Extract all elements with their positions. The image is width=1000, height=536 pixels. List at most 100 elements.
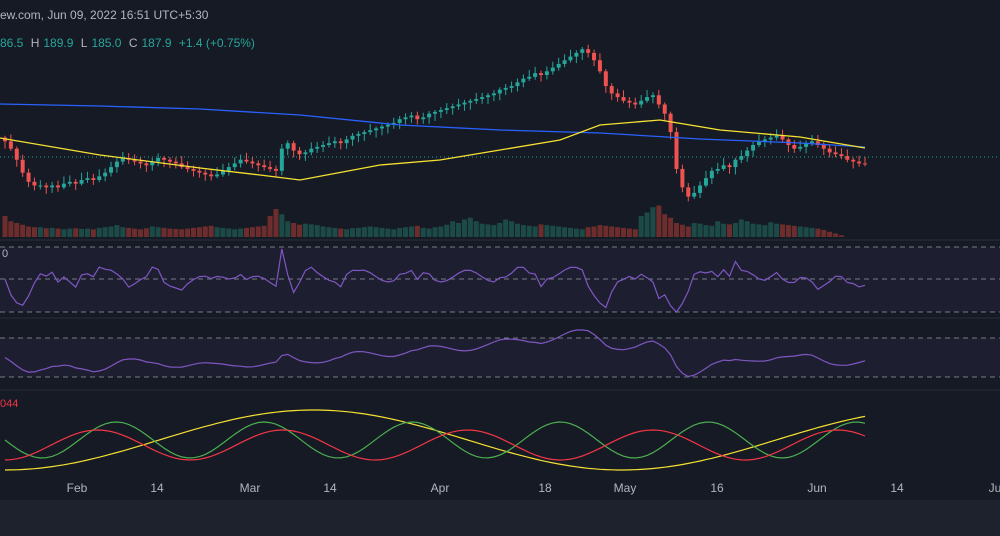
candle-body: [144, 163, 149, 166]
candle-body: [173, 161, 178, 164]
x-tick-label: Jun: [807, 481, 826, 495]
candle-body: [67, 181, 72, 184]
volume-bar: [756, 224, 762, 237]
volume-bar: [132, 228, 138, 237]
volume-bar: [709, 225, 715, 237]
rsi-line: [4, 248, 866, 313]
candle-body: [609, 86, 614, 94]
volume-bar: [238, 228, 244, 237]
candle-body: [633, 102, 638, 105]
candle-body: [768, 137, 773, 140]
candle-body: [751, 145, 756, 151]
candle-body: [562, 60, 567, 64]
volume-bar: [397, 227, 403, 237]
candle-body: [150, 161, 155, 166]
candle-body: [662, 104, 667, 114]
volume-bar: [408, 226, 414, 237]
candle-body: [509, 86, 514, 88]
candle-body: [603, 71, 608, 87]
ohlc-legend: 86.5 H 189.9 L 185.0 C 187.9 +1.4 (+0.75%): [0, 36, 259, 50]
candle-body: [851, 159, 856, 162]
candle-body: [350, 135, 355, 140]
candle-body: [745, 150, 750, 157]
candle-body: [362, 132, 367, 134]
candle-body: [686, 187, 691, 197]
volume-bar: [232, 229, 238, 237]
volume-bar: [14, 223, 20, 237]
candle-body: [120, 157, 125, 162]
close-value: 187.9: [141, 36, 172, 50]
volume-bar: [703, 225, 709, 237]
candle-body: [574, 52, 579, 57]
candle-body: [597, 60, 602, 72]
volume-bar: [662, 214, 668, 237]
candle-body: [486, 95, 491, 98]
candle-body: [480, 97, 485, 99]
volume-bar: [597, 225, 603, 237]
volume-bar: [143, 228, 149, 237]
volume-bar: [96, 227, 102, 237]
volume-bar: [450, 221, 456, 237]
candle-body: [444, 108, 449, 110]
volume-bar: [308, 224, 314, 237]
candle-body: [456, 104, 461, 107]
candle-body: [185, 167, 190, 169]
candle-body: [621, 97, 626, 101]
candle-body: [244, 159, 249, 162]
volume-bar: [173, 228, 179, 237]
volume-bar: [679, 224, 685, 237]
volume-bar: [108, 226, 114, 237]
volume-bar: [791, 225, 797, 237]
candles: [3, 44, 867, 202]
volume-bar: [715, 221, 721, 237]
volume-bar: [573, 228, 579, 237]
volume-bar: [255, 226, 261, 237]
volume-bar: [644, 212, 650, 237]
dmi-value: 044: [0, 398, 19, 410]
candle-body: [91, 178, 96, 180]
candle-body: [79, 180, 84, 184]
candle-body: [839, 154, 844, 157]
ma-long-line: [0, 103, 866, 148]
candle-body: [539, 73, 544, 75]
volume-bar: [67, 228, 73, 237]
high-value: 189.9: [43, 36, 74, 50]
source-text: ew.com, Jun 09, 2022 16:51 UTC+5:30: [0, 8, 209, 22]
volume-bar: [768, 222, 774, 237]
volume-bar: [8, 221, 14, 237]
volume-bars: [2, 205, 844, 237]
candle-body: [26, 172, 31, 182]
volume-bar: [497, 223, 503, 237]
candle-body: [857, 161, 862, 164]
candle-body: [468, 100, 473, 103]
time-axis-bar: [0, 500, 1000, 536]
minus-di-line: [4, 429, 866, 461]
candle-body: [592, 52, 597, 61]
change-value: +1.4 (+0.75%): [178, 36, 255, 50]
x-tick-label: Apr: [431, 481, 450, 495]
candle-body: [397, 119, 402, 123]
volume-bar: [532, 226, 538, 237]
candle-body: [56, 185, 61, 188]
candle-body: [586, 49, 591, 53]
volume-bar: [774, 223, 780, 237]
candle-body: [780, 135, 785, 140]
candle-body: [639, 100, 644, 105]
candle-body: [85, 178, 90, 180]
volume-bar: [750, 223, 756, 237]
volume-bar: [155, 227, 161, 237]
candle-body: [556, 63, 561, 68]
candle-body: [191, 168, 196, 171]
volume-bar: [320, 226, 326, 237]
volume-bar: [467, 217, 473, 237]
volume-bar: [273, 209, 279, 237]
volume-bar: [208, 225, 214, 237]
candle-body: [315, 146, 320, 149]
candle-body: [14, 148, 19, 160]
volume-bar: [355, 227, 361, 237]
volume-bar: [190, 227, 196, 237]
volume-bar: [373, 227, 379, 237]
volume-bar: [149, 226, 155, 237]
candle-body: [709, 170, 714, 179]
